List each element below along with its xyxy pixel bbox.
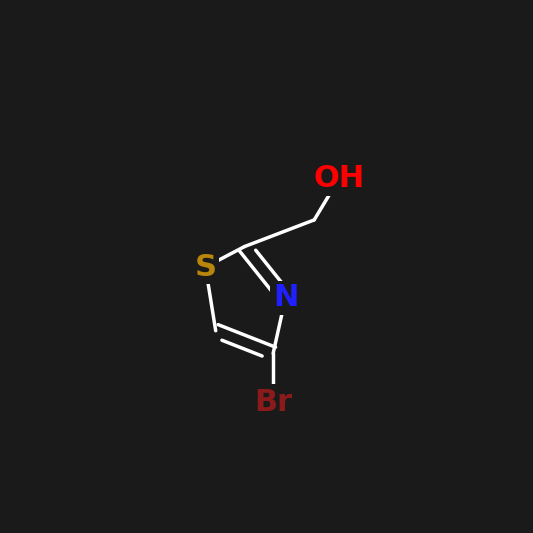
Text: Br: Br — [254, 388, 292, 417]
Text: S: S — [195, 253, 216, 281]
Text: N: N — [273, 284, 298, 312]
Text: OH: OH — [313, 164, 365, 193]
